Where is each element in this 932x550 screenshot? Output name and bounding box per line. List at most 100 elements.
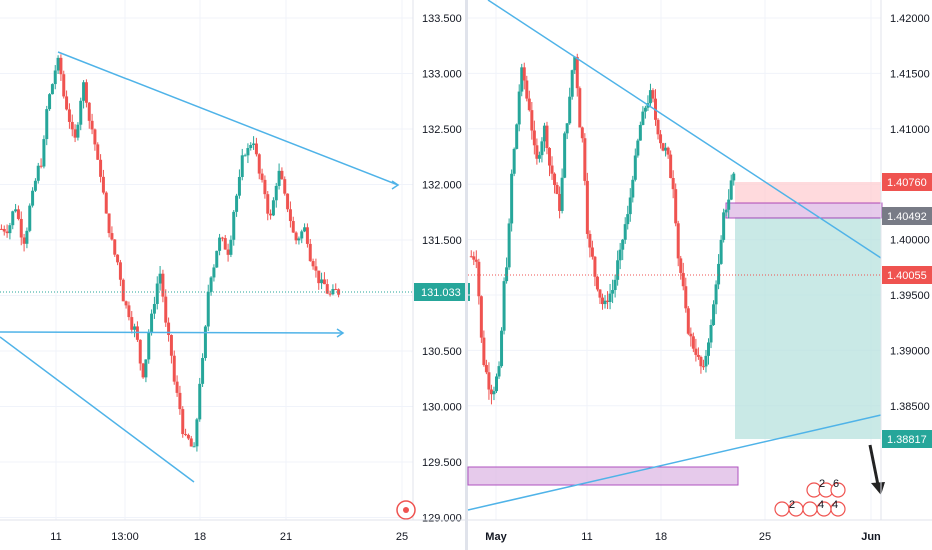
support-zone[interactable] — [467, 466, 739, 486]
candle-body — [243, 155, 247, 157]
candle-body — [550, 165, 554, 174]
candle-body — [300, 231, 304, 239]
right-trendlines[interactable] — [467, 0, 882, 511]
candle-body — [138, 339, 142, 364]
event-flag-icon[interactable] — [830, 482, 846, 498]
x-tick-label: 11 — [581, 531, 592, 543]
candle-body — [638, 124, 642, 141]
take-profit-zone[interactable] — [735, 217, 881, 439]
left-chart-panel[interactable] — [0, 0, 413, 520]
candle-body — [48, 94, 52, 110]
candle-body — [0, 228, 3, 230]
candle-body — [297, 238, 301, 241]
candle-body — [87, 102, 91, 121]
x-tick-label: 18 — [194, 531, 206, 543]
economic-events-icons[interactable]: 2 6 2 4 4 — [774, 478, 846, 517]
trendline[interactable] — [0, 336, 195, 483]
stop-price-label: 1.40760 — [887, 177, 927, 189]
candle-body — [277, 170, 281, 186]
left-time-axis[interactable]: 11 13:00 18 21 25 — [50, 531, 408, 543]
panel-divider[interactable] — [465, 0, 468, 550]
candle-body — [288, 209, 292, 222]
candle-body — [33, 180, 37, 191]
entry-zone[interactable] — [725, 202, 883, 219]
candle-body — [595, 276, 599, 290]
candle-body — [707, 342, 710, 356]
event-flag-icon[interactable] — [830, 501, 846, 517]
candle-body — [82, 82, 86, 101]
candle-body — [93, 129, 97, 145]
candle-body — [628, 197, 632, 215]
candle-body — [31, 190, 35, 206]
candle-body — [266, 194, 270, 214]
candle-body — [633, 155, 637, 180]
candle-body — [56, 57, 60, 71]
projection-arrow-line[interactable] — [868, 444, 880, 486]
trendline[interactable] — [467, 414, 882, 511]
candle-body — [263, 179, 267, 195]
candle-body — [337, 289, 341, 295]
candle-body — [39, 165, 43, 167]
y-tick-label: 132.000 — [422, 180, 462, 192]
event-count: 2 — [819, 478, 825, 490]
event-flag-icon[interactable] — [774, 501, 790, 517]
trendline[interactable] — [487, 0, 882, 259]
candle-body — [53, 70, 57, 85]
candle-body — [235, 195, 239, 212]
candle-body — [144, 359, 148, 378]
y-tick-label: 131.500 — [422, 235, 462, 247]
right-price-axis[interactable]: 1.420001.415001.410001.405001.400001.395… — [880, 0, 932, 520]
right-time-axis[interactable]: May 11 18 25 Jun — [485, 531, 881, 543]
candle-body — [274, 185, 278, 201]
candle-body — [110, 233, 114, 240]
candle-body — [96, 144, 100, 160]
candle-body — [215, 250, 219, 268]
y-tick-label: 1.40000 — [890, 235, 930, 247]
candle-body — [679, 258, 683, 273]
candle-body — [294, 232, 298, 241]
candle-body — [45, 109, 49, 140]
candle-body — [186, 434, 190, 439]
x-tick-label: 18 — [655, 531, 667, 543]
candle-body — [127, 305, 131, 318]
candle-body — [99, 159, 103, 177]
target-icon-dot — [403, 507, 409, 513]
entry-price-badge — [882, 207, 932, 225]
candle-body — [666, 147, 670, 155]
candle-body — [712, 304, 716, 326]
x-tick-label: 11 — [50, 531, 61, 543]
candle-body — [532, 130, 536, 146]
candle-body — [641, 111, 645, 125]
candle-body — [648, 90, 652, 104]
candle-body — [14, 209, 18, 212]
trendline[interactable] — [0, 331, 344, 334]
event-flag-icon[interactable] — [802, 501, 818, 517]
candle-body — [76, 124, 80, 138]
candle-body — [220, 237, 224, 239]
right-last-price-label: 1.40055 — [887, 270, 927, 282]
candle-body — [729, 180, 733, 200]
stop-loss-zone[interactable] — [735, 182, 881, 204]
candle-body — [116, 254, 120, 263]
right-chart-panel[interactable]: 2 6 2 4 4 — [467, 0, 885, 520]
candle-body — [147, 332, 151, 360]
stop-price-badge — [882, 173, 932, 191]
y-tick-label: 130.500 — [422, 346, 462, 358]
left-price-axis[interactable]: 133.500 133.000 132.500 132.000 131.500 131.0… — [396, 0, 470, 525]
left-trendlines[interactable] — [0, 51, 400, 483]
candle-body — [616, 260, 620, 280]
candle-body — [553, 173, 557, 185]
candle-body — [305, 227, 309, 244]
candle-body — [656, 119, 660, 135]
trendline[interactable] — [57, 51, 399, 186]
projection-arrowhead — [871, 482, 885, 495]
candle-body — [530, 110, 534, 131]
right-last-price-badge — [882, 266, 932, 284]
x-tick-label: 25 — [759, 531, 771, 543]
candle-body — [19, 218, 23, 238]
event-count: 6 — [833, 478, 839, 490]
candle-body — [283, 179, 287, 194]
candle-body — [611, 290, 615, 294]
